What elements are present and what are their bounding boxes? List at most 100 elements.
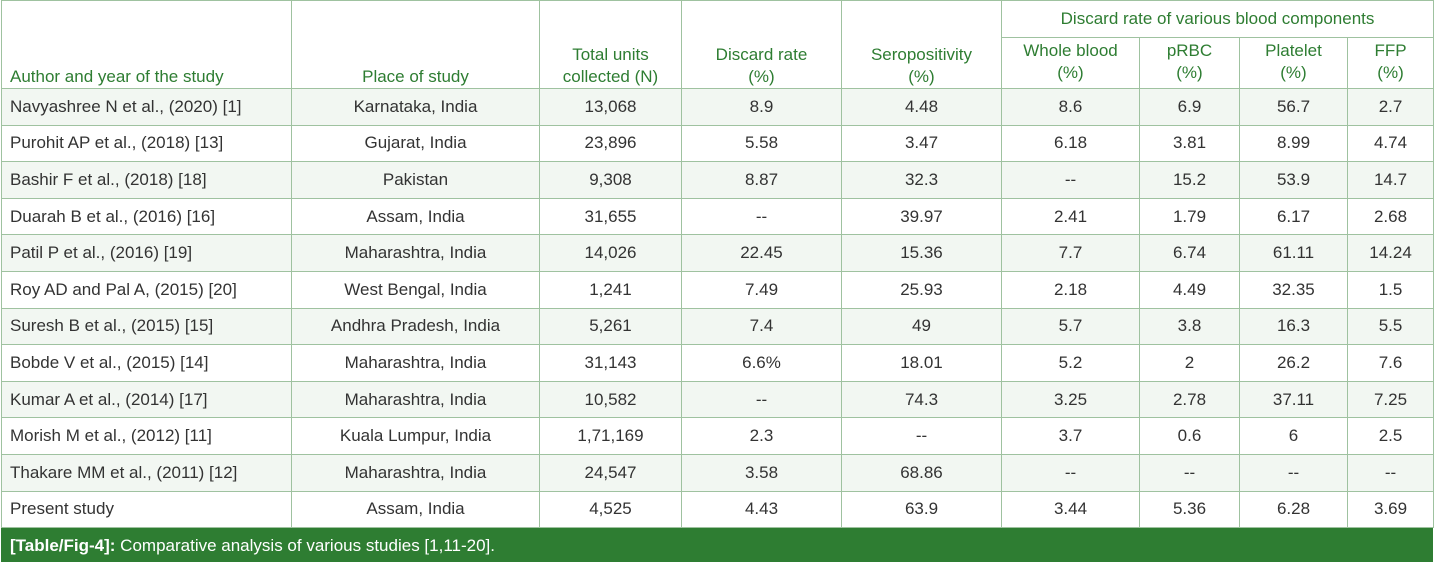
cell-whole: 8.6 [1001, 88, 1140, 126]
cell-author: Thakare MM et al., (2011) [12] [1, 453, 292, 492]
header-total-units: Total units collected (N) [539, 0, 682, 89]
cell-author: Kumar A et al., (2014) [17] [1, 380, 292, 419]
cell-ffp: 2.68 [1346, 197, 1434, 236]
header-ffp: FFP (%) [1346, 37, 1434, 89]
cell-total: 31,655 [539, 197, 682, 236]
header-total-units-line1: Total units [572, 45, 649, 64]
cell-prbc: -- [1139, 453, 1240, 492]
cell-total: 14,026 [539, 234, 682, 272]
cell-place: Maharashtra, India [291, 453, 540, 492]
header-prbc-line1: pRBC [1166, 41, 1213, 60]
cell-discard: -- [681, 197, 842, 236]
cell-sero: 32.3 [841, 161, 1002, 199]
table-row: Patil P et al., (2016) [19] Maharashtra, … [1, 234, 1434, 272]
cell-author: Roy AD and Pal A, (2015) [20] [1, 270, 292, 309]
header-discard-rate: Discard rate (%) [681, 0, 842, 89]
table-row: Kumar A et al., (2014) [17] Maharashtra, … [1, 380, 1434, 419]
cell-ffp: 1.5 [1346, 270, 1434, 309]
cell-sero: 74.3 [841, 380, 1002, 419]
cell-sero: 25.93 [841, 270, 1002, 309]
cell-whole: 2.41 [1001, 197, 1140, 236]
header-seropositivity: Seropositivity (%) [841, 0, 1002, 89]
cell-platelet: 8.99 [1239, 124, 1348, 163]
cell-author: Suresh B et al., (2015) [15] [1, 307, 292, 346]
header-discard-rate-line1: Discard rate [715, 45, 808, 64]
cell-place: Maharashtra, India [291, 380, 540, 419]
cell-place: Maharashtra, India [291, 344, 540, 382]
cell-platelet: 6.28 [1239, 490, 1348, 529]
cell-discard: 6.6% [681, 344, 842, 382]
cell-sero: 63.9 [841, 490, 1002, 529]
table-row: Present study Assam, India 4,525 4.43 63.9 3.… [1, 490, 1434, 529]
table-row: Bashir F et al., (2018) [18] Pakistan 9,30… [1, 161, 1434, 199]
cell-total: 10,582 [539, 380, 682, 419]
header-platelet-line1: Platelet [1265, 41, 1322, 60]
header-whole-blood-line1: Whole blood [1023, 41, 1118, 60]
cell-author: Patil P et al., (2016) [19] [1, 234, 292, 272]
cell-place: Assam, India [291, 490, 540, 529]
header-discard-rate-line2: (%) [748, 67, 775, 86]
cell-ffp: 5.5 [1346, 307, 1434, 346]
header-place: Place of study [291, 0, 540, 89]
header-whole-blood: Whole blood (%) [1001, 37, 1140, 89]
cell-sero: -- [841, 417, 1002, 455]
cell-place: Assam, India [291, 197, 540, 236]
cell-ffp: 14.7 [1346, 161, 1434, 199]
cell-whole: 5.7 [1001, 307, 1140, 346]
cell-discard: 7.4 [681, 307, 842, 346]
cell-sero: 39.97 [841, 197, 1002, 236]
cell-platelet: 32.35 [1239, 270, 1348, 309]
header-group-discard-components: Discard rate of various blood components [1000, 0, 1434, 38]
table-row: Suresh B et al., (2015) [15] Andhra Prade… [1, 307, 1434, 346]
cell-ffp: 4.74 [1346, 124, 1434, 163]
cell-whole: -- [1001, 453, 1140, 492]
header-ffp-line2: (%) [1377, 63, 1404, 82]
cell-sero: 68.86 [841, 453, 1002, 492]
header-ffp-line1: FFP [1374, 41, 1407, 60]
cell-whole: 6.18 [1001, 124, 1140, 163]
cell-platelet: 53.9 [1239, 161, 1348, 199]
cell-ffp: 2.5 [1346, 417, 1434, 455]
cell-whole: 5.2 [1001, 344, 1140, 382]
table-row: Duarah B et al., (2016) [16] Assam, India… [1, 197, 1434, 236]
cell-total: 5,261 [539, 307, 682, 346]
table-row: Roy AD and Pal A, (2015) [20] West Bengal… [1, 270, 1434, 309]
cell-total: 1,241 [539, 270, 682, 309]
table-row: Morish M et al., (2012) [11] Kuala Lumpur… [1, 417, 1434, 455]
cell-discard: 3.58 [681, 453, 842, 492]
table-row: Navyashree N et al., (2020) [1] Karnataka… [1, 88, 1434, 126]
cell-sero: 3.47 [841, 124, 1002, 163]
cell-whole: 2.18 [1001, 270, 1140, 309]
header-seropositivity-line1: Seropositivity [870, 45, 973, 64]
table-body: Navyashree N et al., (2020) [1] Karnataka… [1, 88, 1434, 529]
cell-total: 13,068 [539, 88, 682, 126]
cell-discard: 4.43 [681, 490, 842, 529]
cell-total: 23,896 [539, 124, 682, 163]
cell-prbc: 5.36 [1139, 490, 1240, 529]
cell-whole: 3.44 [1001, 490, 1140, 529]
header-platelet: Platelet (%) [1239, 37, 1348, 89]
cell-author: Bashir F et al., (2018) [18] [1, 161, 292, 199]
cell-prbc: 1.79 [1139, 197, 1240, 236]
cell-discard: 22.45 [681, 234, 842, 272]
cell-ffp: 7.6 [1346, 344, 1434, 382]
cell-place: West Bengal, India [291, 270, 540, 309]
cell-platelet: 37.11 [1239, 380, 1348, 419]
cell-prbc: 2 [1139, 344, 1240, 382]
cell-whole: 3.25 [1001, 380, 1140, 419]
cell-total: 31,143 [539, 344, 682, 382]
cell-total: 9,308 [539, 161, 682, 199]
cell-author: Duarah B et al., (2016) [16] [1, 197, 292, 236]
header-total-units-line2: collected (N) [562, 67, 659, 86]
cell-platelet: 56.7 [1239, 88, 1348, 126]
table-row: Bobde V et al., (2015) [14] Maharashtra, … [1, 344, 1434, 382]
cell-prbc: 2.78 [1139, 380, 1240, 419]
cell-sero: 15.36 [841, 234, 1002, 272]
header-platelet-line2: (%) [1280, 63, 1307, 82]
cell-discard: -- [681, 380, 842, 419]
cell-prbc: 3.8 [1139, 307, 1240, 346]
header-whole-blood-line2: (%) [1057, 63, 1084, 82]
cell-total: 24,547 [539, 453, 682, 492]
cell-prbc: 6.74 [1139, 234, 1240, 272]
